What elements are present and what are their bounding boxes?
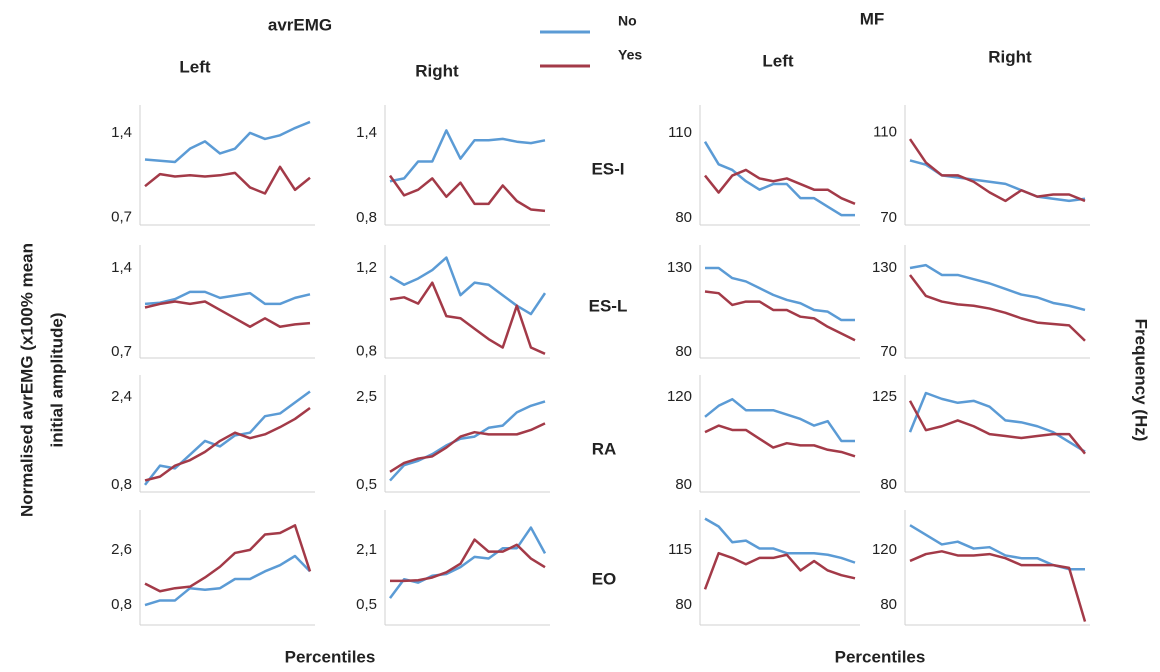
y-tick-label: 120 (872, 541, 897, 558)
data-line (144, 406, 311, 482)
data-line (388, 174, 546, 213)
data-line (389, 281, 546, 355)
data-line (704, 424, 856, 458)
y-tick-label: 70 (880, 209, 897, 226)
y-tick-label: 2,5 (356, 388, 377, 405)
data-line (388, 526, 547, 599)
group-title: MF (860, 9, 885, 28)
y-axis-title: Normalised avrEMG (x100% mean (17, 243, 36, 517)
row-label: ES-L (589, 296, 628, 315)
row-label: ES-I (591, 159, 624, 178)
data-line (909, 550, 1087, 622)
data-line (704, 397, 855, 443)
data-line (704, 290, 856, 342)
y-tick-label: 110 (668, 124, 692, 141)
y-tick-label: 70 (880, 343, 897, 360)
data-line (389, 400, 546, 482)
data-line (144, 165, 311, 195)
data-line (144, 290, 311, 306)
y-tick-label: 0,8 (111, 476, 132, 493)
data-line (703, 551, 856, 590)
data-line (144, 524, 312, 593)
y-tick-label: 130 (872, 259, 897, 276)
y-tick-label: 1,2 (356, 259, 377, 276)
y-tick-label: 2,1 (356, 541, 377, 558)
legend-label: Yes (618, 47, 642, 63)
y2-axis-title: Frequency (Hz) (1132, 319, 1151, 442)
data-line (909, 263, 1086, 312)
data-line (703, 141, 855, 217)
data-line (389, 422, 546, 473)
y-tick-label: 115 (668, 541, 692, 558)
y-tick-label: 80 (675, 476, 692, 493)
y-tick-label: 0,7 (111, 343, 132, 360)
side-title: Right (988, 47, 1032, 66)
y-tick-label: 2,4 (111, 388, 132, 405)
row-label: EO (592, 569, 617, 588)
row-label: RA (592, 439, 617, 458)
y-axis-title: initial amplitude) (47, 312, 66, 447)
data-line (909, 524, 1085, 571)
legend-label: No (618, 13, 637, 29)
data-line (909, 274, 1086, 342)
y-tick-label: 80 (675, 209, 692, 226)
y-tick-label: 0,8 (356, 209, 377, 226)
y-tick-label: 80 (880, 476, 897, 493)
side-title: Left (762, 51, 794, 70)
side-title: Right (415, 61, 459, 80)
y-tick-label: 0,8 (356, 343, 377, 360)
group-title: avrEMG (268, 15, 332, 34)
data-line (704, 168, 856, 205)
y-tick-label: 130 (667, 259, 692, 276)
data-line (389, 129, 546, 183)
y-tick-label: 0,5 (356, 476, 377, 493)
side-title: Left (179, 57, 211, 76)
data-line (908, 138, 1086, 203)
y-tick-label: 80 (675, 596, 692, 613)
data-line (705, 266, 855, 322)
data-line (144, 120, 311, 164)
y-tick-label: 2,6 (111, 541, 132, 558)
x-axis-title: Percentiles (285, 647, 376, 666)
y-tick-label: 1,4 (111, 259, 132, 276)
y-tick-label: 125 (872, 388, 897, 405)
x-axis-title: Percentiles (835, 647, 926, 666)
data-line (390, 538, 546, 583)
y-tick-label: 1,4 (111, 124, 132, 141)
data-line (908, 391, 1086, 453)
data-line (704, 517, 856, 564)
y-tick-label: 80 (675, 343, 692, 360)
y-tick-label: 120 (667, 388, 692, 405)
y-tick-label: 0,7 (111, 209, 132, 226)
data-line (908, 400, 1086, 455)
y-tick-label: 0,5 (356, 596, 377, 613)
y-tick-label: 0,8 (111, 596, 132, 613)
y-tick-label: 80 (880, 596, 897, 613)
data-line (144, 554, 311, 607)
y-tick-label: 110 (873, 124, 897, 141)
data-line (389, 256, 547, 316)
data-line (144, 300, 311, 328)
y-tick-label: 1,4 (356, 124, 377, 141)
